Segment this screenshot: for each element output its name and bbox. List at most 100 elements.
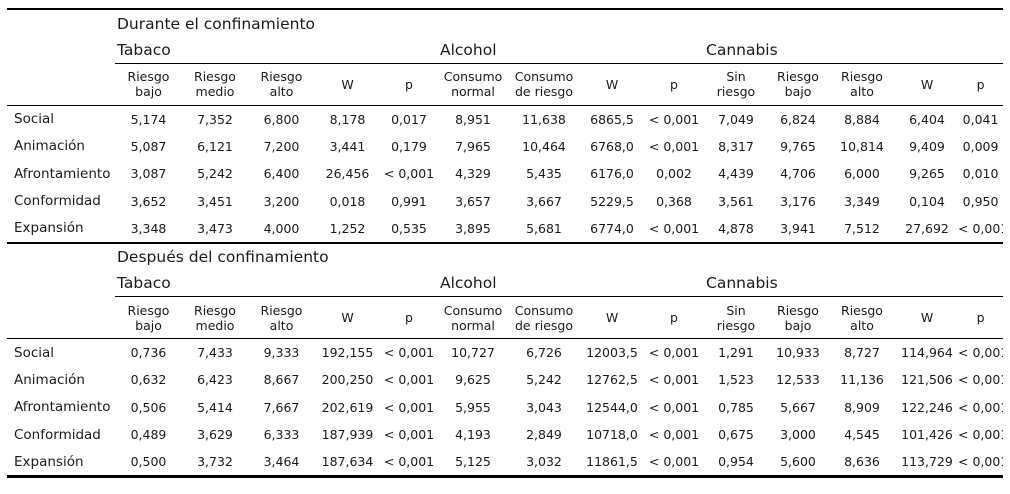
column-header-line: W [605,310,619,325]
table-cell: < 0,001 [648,220,700,236]
column-header: p [958,63,1004,106]
table-cell: 7,512 [844,220,880,236]
column-header-line: normal [451,317,495,333]
table-cell: 0,104 [909,193,945,209]
table-cell: 0,179 [391,138,427,154]
column-header: W [580,63,644,106]
table-cell: 6,726 [526,345,562,360]
table-cell: 0,535 [391,220,427,236]
table-cell: 0,954 [704,448,768,478]
column-header-line: riesgo [716,317,756,333]
table-cell: 6,400 [263,166,300,182]
table-cell: 1,291 [718,345,754,360]
column-header: Riesgo bajo [768,296,828,339]
table-cell: 7,352 [197,111,233,127]
table-cell: 12003,5 [586,345,638,360]
column-header-line: Consumo [443,302,503,318]
table-cell: 8,909 [844,399,880,415]
empty-cell [7,63,115,106]
table-cell: 6,000 [844,166,880,182]
table-cell: 8,884 [844,111,880,127]
table-cell: 5,242 [197,166,233,182]
table-cell: 6774,0 [590,220,634,236]
column-header: Riesgo alto [248,63,315,106]
table-cell: 6176,0 [590,166,634,182]
column-header-line: alto [269,317,294,333]
column-header-line: normal [451,84,495,99]
group-header: Cannabis [704,270,1004,297]
table-cell: 192,155 [321,345,374,360]
column-header-line: Riesgo [194,302,236,318]
table-cell: < 0,001 [383,427,435,443]
column-header: W [580,296,644,339]
column-header: Riesgo alto [828,63,896,106]
table-cell: 4,878 [718,220,754,236]
group-header: Tabaco [115,270,438,297]
row-label: Social [14,344,55,361]
table-cell: 8,667 [263,372,300,388]
group-header-row: Tabaco Alcohol Cannabis [7,37,1004,64]
table-cell: 0,950 [962,193,999,209]
column-header-line: W [920,310,934,325]
table-cell: 5,667 [780,399,816,415]
group-header: Alcohol [438,37,704,64]
column-header-line: medio [195,84,235,99]
table-row: Animación 5,087 6,121 7,200 3,441 0,179 7,965 1… [7,133,1003,161]
table-row: Conformidad 0,489 3,629 6,333 187,939 < 0,001… [7,421,1003,449]
column-header-line: Riesgo [777,69,819,84]
table-cell: 5,955 [455,399,491,415]
table-cell: 5229,5 [590,193,634,209]
column-header-line: p [405,76,413,92]
table-cell: 3,667 [526,193,562,209]
table-row: Conformidad 3,652 3,451 3,200 0,018 0,991 3,65… [7,188,1003,216]
column-header: Riesgo alto [828,296,896,339]
table-cell: < 0,001 [648,427,700,443]
column-header-line: bajo [135,317,162,333]
group-header: Tabaco [115,37,438,64]
table-cell: 11861,5 [580,448,644,478]
empty-cell [7,241,115,271]
table-cell: 5,125 [438,448,508,478]
table-cell: 4,439 [718,166,754,182]
table-cell: 200,250 [321,372,374,388]
table-cell: 0,785 [718,399,754,415]
table-cell: 0,506 [130,399,167,415]
table-cell: 11,136 [840,372,884,388]
table-cell: < 0,001 [958,345,1003,360]
table-cell: 0,736 [130,345,167,360]
table-cell: 12,533 [776,372,820,388]
empty-cell [7,37,115,63]
table-cell: 122,246 [901,399,953,415]
table-row: Afrontamiento 3,087 5,242 6,400 26,456 < 0,00… [7,160,1003,188]
table-cell: 6,333 [263,427,300,443]
table-cell: 3,348 [130,220,167,236]
column-header-line: riesgo [716,84,756,99]
table-row: Afrontamiento 0,506 5,414 7,667 202,619 < 0,0… [7,394,1003,422]
column-header-line: Riesgo [127,302,170,318]
table-cell: 4,545 [844,427,880,443]
column-header-line: W [605,76,619,92]
column-header: Consumo de riesgo [508,296,580,339]
table-row: Expansión 0,500 3,732 3,464 187,634 < 0,001 5,… [7,448,1004,478]
table-cell: < 0,001 [648,345,700,360]
table-cell: 7,049 [718,111,754,127]
table-cell: 3,176 [780,193,816,209]
column-header-line: Riesgo [260,302,303,318]
table-cell: 5,600 [768,448,828,478]
table-cell: 3,441 [329,138,366,154]
column-header-line: Consumo [443,69,503,84]
table-cell: 3,087 [130,166,167,182]
column-header-line: p [976,76,985,92]
table-cell: 5,681 [526,220,562,236]
table-cell: 113,729 [896,448,958,478]
table-cell: 5,087 [130,138,167,154]
table-cell: 5,174 [130,111,167,127]
row-label: Afrontamiento [14,399,111,416]
column-header: p [380,63,438,106]
table-cell: 8,317 [718,138,754,154]
column-header-line: Riesgo [841,302,883,318]
column-header: Riesgo medio [182,63,248,106]
table-cell: 7,965 [455,138,491,154]
